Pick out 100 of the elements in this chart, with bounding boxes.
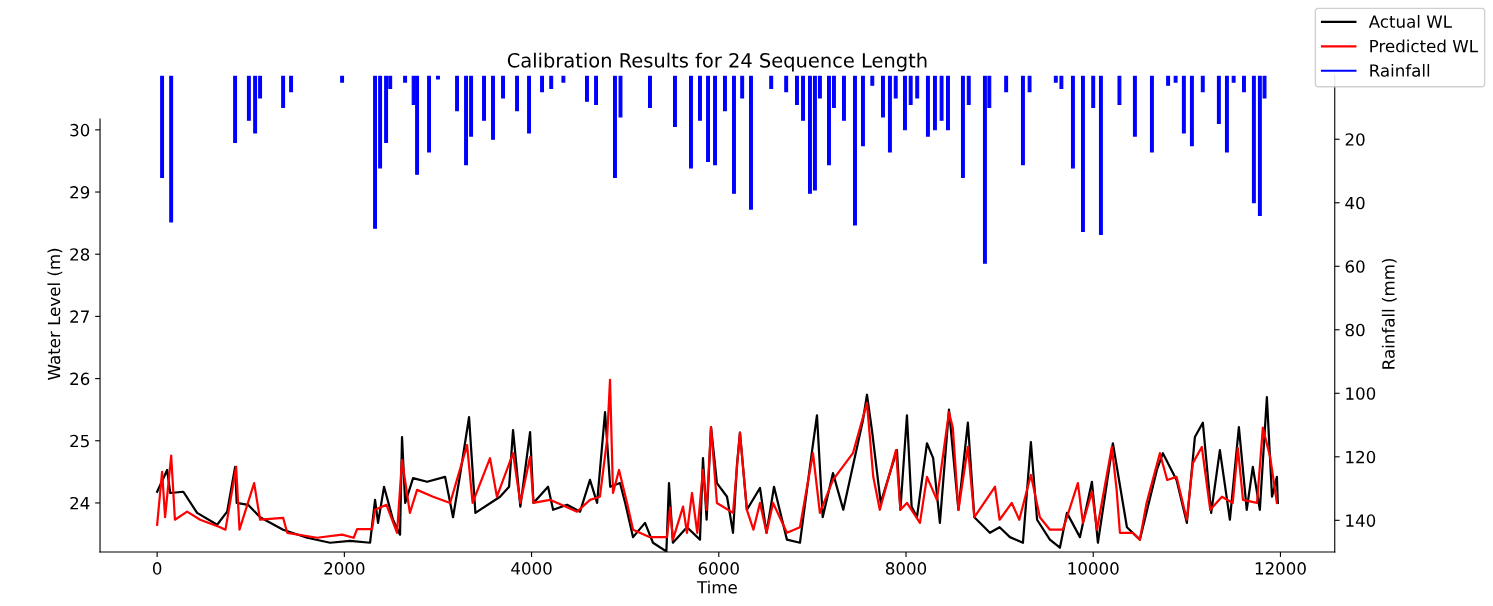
bar: [289, 75, 294, 93]
bar: [1020, 75, 1025, 166]
bar: [1231, 75, 1236, 83]
bar: [281, 75, 286, 109]
bar: [1241, 75, 1246, 93]
bar: [903, 75, 907, 131]
bar: [233, 75, 238, 143]
bar: [464, 75, 469, 166]
bar: [549, 75, 554, 90]
bar: [794, 75, 799, 105]
y2-tick-label: 100: [1346, 387, 1376, 400]
bar: [801, 75, 805, 121]
y2-tick-label: 20: [1345, 133, 1365, 146]
bar: [1216, 75, 1221, 124]
bar: [160, 75, 165, 178]
bar: [403, 75, 408, 83]
x-tick-label: 2000: [324, 562, 365, 575]
bar: [939, 75, 944, 121]
bar: [1224, 75, 1229, 153]
bar: [860, 75, 865, 147]
bar: [384, 75, 389, 143]
line-series: [156, 378, 1278, 541]
bar: [740, 75, 745, 99]
bar: [482, 75, 486, 121]
bar: [1117, 75, 1122, 105]
bar: [169, 75, 174, 223]
bar: [246, 75, 251, 121]
x-tick-label: 8000: [885, 562, 927, 575]
bar: [436, 75, 440, 80]
bar: [908, 75, 913, 105]
bar: [1004, 75, 1009, 93]
y2-tick-label: 80: [1345, 323, 1365, 337]
bar: [491, 75, 495, 140]
bar: [689, 75, 693, 169]
y2-tick-label: 40: [1345, 196, 1365, 210]
y-tick-label: 29: [70, 185, 90, 199]
bar: [561, 75, 566, 83]
bar: [769, 75, 774, 90]
bar: [1173, 75, 1178, 83]
bar: [966, 75, 971, 105]
bar: [1166, 75, 1171, 86]
x-axis-title: Time: [696, 580, 737, 594]
bar: [673, 75, 677, 128]
bar: [1189, 75, 1194, 147]
x-tick-label: 0: [152, 562, 162, 575]
y-tick-label: 28: [70, 248, 90, 261]
bar: [731, 75, 736, 194]
bar: [594, 75, 599, 105]
bar: [340, 75, 345, 83]
bar: [881, 75, 885, 118]
bar: [723, 75, 727, 112]
bar: [1070, 75, 1075, 169]
bar: [713, 75, 718, 166]
bar: [1149, 75, 1154, 153]
y2-tick-label: 120: [1346, 450, 1376, 464]
bar: [1091, 75, 1096, 109]
bar: [1251, 75, 1256, 204]
bar: [427, 75, 432, 153]
y-tick-label: 27: [70, 310, 89, 323]
y-tick-label: 24: [70, 496, 90, 510]
bar: [915, 75, 920, 99]
bar: [253, 75, 258, 134]
y-tick-label: 30: [70, 123, 90, 137]
bar: [527, 75, 532, 134]
bar: [1200, 75, 1205, 93]
bar: [415, 75, 420, 175]
bar: [1027, 75, 1032, 93]
chart-title: Calibration Results for 24 Sequence Length: [507, 52, 927, 72]
y2-axis-title: Rainfall (mm): [1381, 258, 1397, 369]
y-axis-title: Water Level (m): [47, 248, 63, 380]
bar: [841, 75, 846, 121]
bar: [1132, 75, 1137, 137]
x-tick-label: 10000: [1068, 562, 1119, 575]
bar: [749, 75, 753, 210]
bar: [648, 75, 652, 109]
bar: [1098, 75, 1103, 236]
legend-label: Rainfall: [1370, 63, 1430, 77]
y2-tick-label: 140: [1346, 514, 1376, 527]
bar: [925, 75, 930, 137]
x-tick-label: 4000: [511, 562, 552, 575]
bar: [1181, 75, 1186, 134]
bar: [706, 75, 710, 163]
bar: [698, 75, 702, 121]
bar: [870, 75, 875, 86]
bar: [982, 75, 987, 264]
bar: [932, 75, 937, 131]
bar: [515, 75, 520, 112]
bar: [540, 75, 545, 93]
bar: [784, 75, 789, 93]
y-tick-label: 25: [70, 434, 89, 448]
bar: [893, 75, 898, 99]
y2-tick-label: 60: [1345, 260, 1365, 273]
bar: [455, 75, 460, 112]
bar: [373, 75, 378, 229]
legend-label: Actual WL: [1368, 15, 1452, 28]
bar: [501, 75, 505, 99]
y-tick-label: 26: [70, 372, 90, 386]
bar: [1080, 75, 1085, 232]
bar: [853, 75, 857, 226]
bar: [585, 75, 589, 102]
